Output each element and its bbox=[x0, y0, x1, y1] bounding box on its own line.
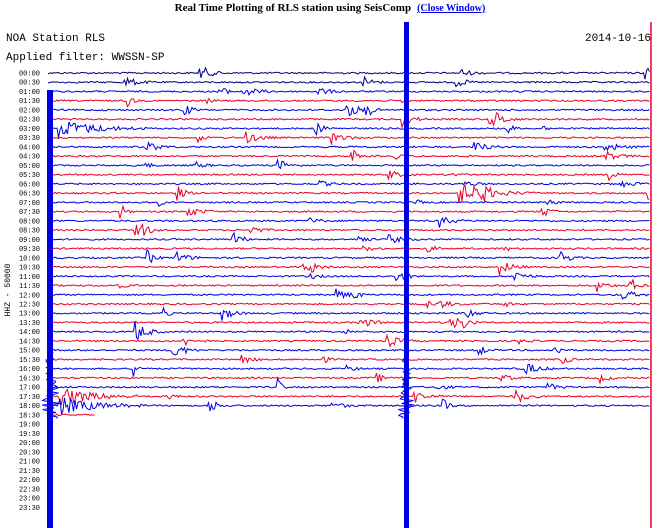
trace bbox=[47, 377, 650, 390]
row-label: 18:00 bbox=[19, 403, 40, 411]
row-label: 02:00 bbox=[19, 107, 40, 115]
row-label: 22:30 bbox=[19, 486, 40, 494]
row-label: 17:00 bbox=[19, 385, 40, 393]
row-label: 09:30 bbox=[19, 246, 40, 254]
trace bbox=[47, 97, 650, 108]
trace bbox=[47, 397, 650, 415]
trace bbox=[47, 363, 650, 377]
event-coda bbox=[397, 330, 415, 419]
row-label: 00:30 bbox=[19, 80, 40, 88]
row-label: 23:30 bbox=[19, 505, 40, 513]
row-label: 18:30 bbox=[19, 412, 40, 420]
row-label: 15:00 bbox=[19, 348, 40, 356]
row-label: 20:00 bbox=[19, 440, 40, 448]
row-label: 10:00 bbox=[19, 255, 40, 263]
row-label: 19:00 bbox=[19, 422, 40, 430]
trace bbox=[47, 204, 650, 219]
row-label: 11:30 bbox=[19, 283, 40, 291]
page-title: Real Time Plotting of RLS station using … bbox=[174, 2, 412, 14]
row-label: 06:30 bbox=[19, 191, 40, 199]
trace bbox=[48, 111, 650, 129]
filter-label: Applied filter: WWSSN-SP bbox=[6, 52, 165, 64]
row-label: 01:00 bbox=[19, 89, 40, 97]
trace bbox=[48, 306, 650, 321]
trace bbox=[47, 66, 650, 80]
trace bbox=[47, 216, 650, 228]
trace bbox=[47, 279, 650, 292]
row-label: 10:30 bbox=[19, 265, 40, 273]
trace bbox=[47, 372, 650, 385]
trace bbox=[47, 88, 650, 97]
trace bbox=[47, 105, 650, 117]
row-label: 05:00 bbox=[19, 163, 40, 171]
row-label: 08:30 bbox=[19, 228, 40, 236]
row-label: 20:30 bbox=[19, 449, 40, 457]
trace bbox=[47, 317, 650, 329]
row-label: 07:00 bbox=[19, 200, 40, 208]
trace bbox=[47, 333, 650, 348]
trace bbox=[47, 354, 650, 365]
row-label: 04:30 bbox=[19, 154, 40, 162]
row-label: 16:30 bbox=[19, 375, 40, 383]
row-label: 15:30 bbox=[19, 357, 40, 365]
trace bbox=[47, 320, 650, 341]
trace bbox=[47, 222, 650, 236]
row-label: 00:00 bbox=[19, 71, 40, 79]
row-label: 06:00 bbox=[19, 181, 40, 189]
trace bbox=[47, 199, 650, 207]
station-label: NOA Station RLS bbox=[6, 33, 105, 45]
row-label: 12:00 bbox=[19, 292, 40, 300]
trace bbox=[47, 131, 650, 145]
trace bbox=[47, 75, 650, 88]
trace bbox=[47, 245, 650, 253]
row-label: 14:30 bbox=[19, 338, 40, 346]
row-label: 07:30 bbox=[19, 209, 40, 217]
trace bbox=[47, 121, 650, 138]
trace bbox=[47, 249, 650, 264]
row-label: 11:00 bbox=[19, 274, 40, 282]
title-bar: Real Time Plotting of RLS station using … bbox=[0, 2, 660, 14]
trace bbox=[47, 413, 95, 417]
row-label: 21:30 bbox=[19, 468, 40, 476]
trace bbox=[47, 231, 650, 244]
event-trace bbox=[404, 22, 409, 528]
channel-label: HHZ - 50000 bbox=[4, 263, 13, 316]
row-label: 04:00 bbox=[19, 144, 40, 152]
trace bbox=[47, 388, 650, 406]
trace bbox=[47, 288, 650, 300]
row-label: 13:00 bbox=[19, 311, 40, 319]
event-trace bbox=[47, 90, 53, 528]
row-label: 09:00 bbox=[19, 237, 40, 245]
row-label: 02:30 bbox=[19, 117, 40, 125]
trace bbox=[47, 179, 650, 189]
trace bbox=[47, 141, 650, 152]
trace bbox=[47, 158, 650, 170]
row-label: 01:30 bbox=[19, 98, 40, 106]
row-label: 17:30 bbox=[19, 394, 40, 402]
row-label: 16:00 bbox=[19, 366, 40, 374]
row-label: 21:00 bbox=[19, 459, 40, 467]
event-coda bbox=[41, 329, 61, 419]
trace bbox=[47, 183, 650, 203]
trace bbox=[47, 346, 650, 356]
row-label: 22:00 bbox=[19, 477, 40, 485]
row-label: 19:30 bbox=[19, 431, 40, 439]
row-label: 13:30 bbox=[19, 320, 40, 328]
row-label: 14:00 bbox=[19, 329, 40, 337]
trace bbox=[48, 149, 650, 161]
row-label: 23:00 bbox=[19, 496, 40, 504]
trace bbox=[47, 262, 650, 276]
trace bbox=[47, 272, 650, 282]
trace bbox=[47, 170, 650, 182]
row-label: 03:00 bbox=[19, 126, 40, 134]
row-label: 12:30 bbox=[19, 302, 40, 310]
row-label: 03:30 bbox=[19, 135, 40, 143]
close-window-link[interactable]: (Close Window) bbox=[417, 3, 486, 14]
trace bbox=[47, 300, 650, 310]
row-label: 08:00 bbox=[19, 218, 40, 226]
date-label: 2014-10-16 bbox=[585, 33, 651, 45]
row-label: 05:30 bbox=[19, 172, 40, 180]
